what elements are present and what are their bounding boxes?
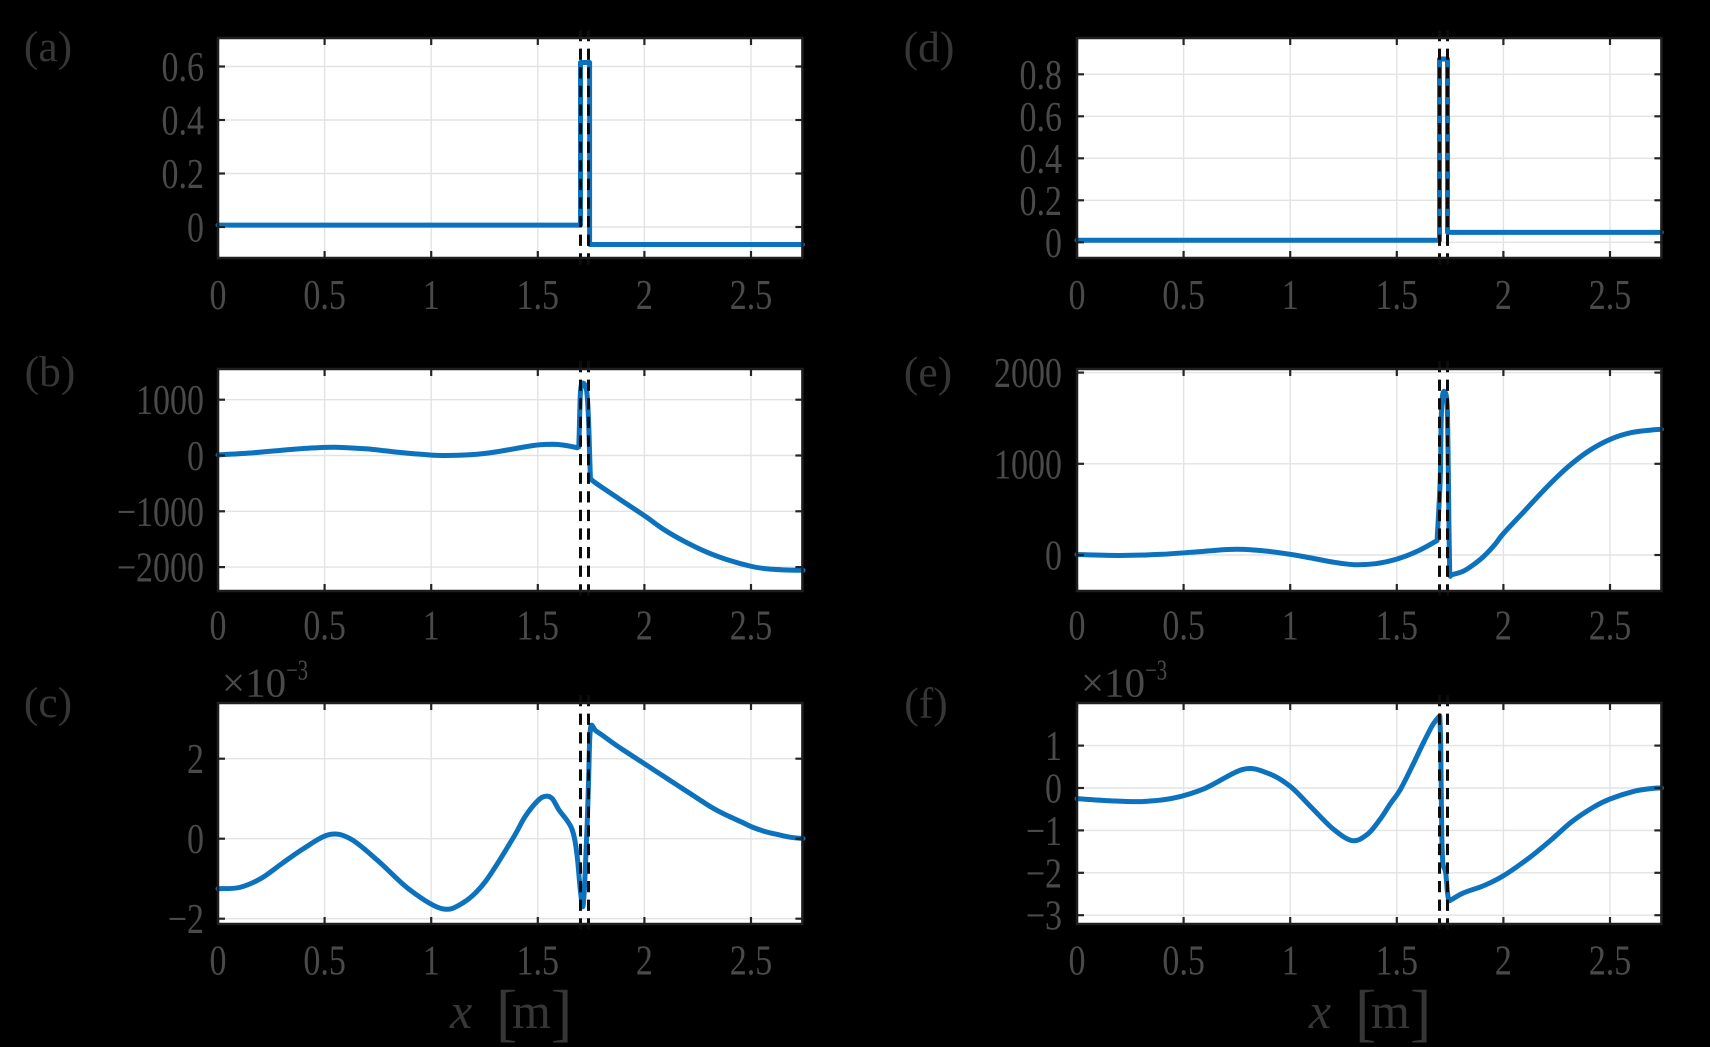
svg-text:(d): (d) — [904, 24, 955, 72]
svg-text:1000: 1000 — [136, 378, 204, 424]
svg-text:[: [ — [1355, 977, 1376, 1047]
svg-text:x: x — [1308, 983, 1331, 1039]
svg-text:2.5: 2.5 — [730, 938, 772, 984]
svg-text:0.6: 0.6 — [1020, 94, 1062, 140]
svg-text:2: 2 — [636, 938, 653, 984]
svg-text:0: 0 — [1045, 766, 1062, 812]
svg-text:(c): (c) — [24, 679, 72, 727]
svg-text:2000: 2000 — [994, 351, 1062, 397]
svg-text:]: ] — [551, 977, 572, 1047]
svg-text:0.5: 0.5 — [1162, 603, 1204, 649]
svg-text:1: 1 — [423, 273, 440, 319]
svg-text:1: 1 — [1282, 603, 1299, 649]
svg-text:2: 2 — [187, 737, 204, 783]
svg-text:1: 1 — [1282, 938, 1299, 984]
svg-text:[: [ — [496, 977, 517, 1047]
svg-text:m: m — [512, 983, 551, 1039]
svg-text:0: 0 — [1045, 533, 1062, 579]
svg-text:2: 2 — [636, 603, 653, 649]
svg-text:2: 2 — [1495, 273, 1512, 319]
svg-text:0: 0 — [187, 434, 204, 480]
svg-text:2.5: 2.5 — [1589, 603, 1631, 649]
svg-text:1: 1 — [1045, 724, 1062, 770]
svg-text:(a): (a) — [24, 23, 72, 71]
svg-text:(e): (e) — [904, 348, 952, 396]
svg-text:0.5: 0.5 — [1162, 938, 1204, 984]
svg-text:0.2: 0.2 — [1020, 178, 1062, 224]
svg-text:1.5: 1.5 — [517, 273, 559, 319]
svg-text:2: 2 — [1495, 603, 1512, 649]
svg-text:1: 1 — [423, 938, 440, 984]
svg-text:(b): (b) — [25, 348, 76, 396]
svg-text:0: 0 — [210, 938, 227, 984]
svg-text:x: x — [449, 983, 472, 1039]
svg-text:1.5: 1.5 — [1376, 938, 1418, 984]
svg-text:1.5: 1.5 — [1376, 603, 1418, 649]
svg-text:0: 0 — [1068, 273, 1085, 319]
svg-text:0: 0 — [187, 817, 204, 863]
svg-text:0: 0 — [210, 273, 227, 319]
svg-text:0.5: 0.5 — [303, 603, 345, 649]
svg-text:]: ] — [1410, 977, 1431, 1047]
svg-text:0.5: 0.5 — [303, 938, 345, 984]
svg-text:−3: −3 — [1026, 893, 1062, 939]
svg-text:−2: −2 — [168, 897, 204, 943]
svg-text:0.5: 0.5 — [303, 273, 345, 319]
svg-text:2: 2 — [636, 273, 653, 319]
svg-text:1: 1 — [1282, 273, 1299, 319]
svg-text:0: 0 — [1068, 938, 1085, 984]
svg-text:1000: 1000 — [994, 442, 1062, 488]
svg-text:0.8: 0.8 — [1020, 52, 1062, 98]
svg-text:0.4: 0.4 — [1020, 136, 1062, 182]
svg-text:0.5: 0.5 — [1162, 273, 1204, 319]
svg-text:0: 0 — [187, 205, 204, 251]
svg-text:1.5: 1.5 — [517, 938, 559, 984]
svg-text:0: 0 — [1045, 220, 1062, 266]
svg-text:(f): (f) — [904, 679, 947, 727]
svg-text:2.5: 2.5 — [1589, 273, 1631, 319]
svg-text:2.5: 2.5 — [1589, 938, 1631, 984]
svg-text:−1: −1 — [1026, 808, 1062, 854]
svg-text:2: 2 — [1495, 938, 1512, 984]
svg-text:1.5: 1.5 — [517, 603, 559, 649]
svg-text:−2000: −2000 — [117, 545, 204, 591]
svg-text:0.4: 0.4 — [162, 98, 204, 144]
svg-text:2.5: 2.5 — [730, 273, 772, 319]
svg-text:2.5: 2.5 — [730, 603, 772, 649]
svg-text:1: 1 — [423, 603, 440, 649]
svg-text:−2: −2 — [1026, 851, 1062, 897]
svg-text:0.2: 0.2 — [162, 152, 204, 198]
svg-text:−1000: −1000 — [117, 489, 204, 535]
svg-text:0: 0 — [210, 603, 227, 649]
svg-text:0: 0 — [1068, 603, 1085, 649]
svg-text:0.6: 0.6 — [162, 45, 204, 91]
svg-text:m: m — [1371, 983, 1410, 1039]
svg-text:1.5: 1.5 — [1376, 273, 1418, 319]
